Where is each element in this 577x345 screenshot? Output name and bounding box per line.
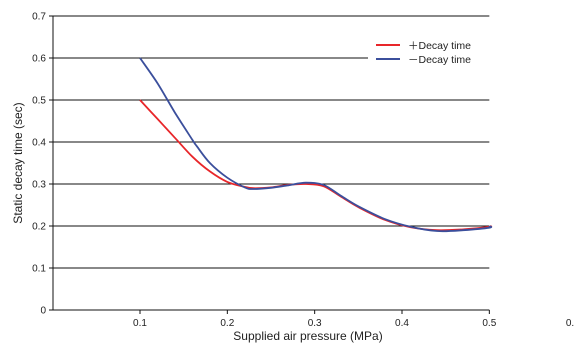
x-tick-label-3: 0.4 [395,318,409,329]
series-line-0 [139,99,493,232]
y-tick-label-0.3: 0.3 [32,180,46,191]
x-tick-label-5: 0. [566,318,574,329]
x-tick-label-1: 0.2 [220,318,234,329]
grid-lines [53,15,490,269]
x-axis-label: Supplied air pressure (MPa) [233,329,382,343]
y-tick-label-0.4: 0.4 [32,138,46,149]
y-tick-label-0.6: 0.6 [32,54,46,65]
legend: ＋Decay time －Decay time [368,38,508,68]
y-tick-label-0.2: 0.2 [32,222,46,233]
y-tick-label-0: 0 [40,306,46,317]
x-tick-label-4: 0.5 [482,318,496,329]
y-tick-label-0.1: 0.1 [32,264,46,275]
legend-label-plus-decay-time: ＋Decay time [408,40,471,52]
y-tick-label-0.7: 0.7 [32,12,46,23]
x-tick-label-2: 0.3 [308,318,322,329]
y-tick-label-0.5: 0.5 [32,96,46,107]
tick-labels: 0 0.1 0.2 0.3 0.4 0.5 0.6 0.7 0.1 0.2 0.3 0.4 0.5 0. [32,12,574,330]
legend-label-minus-decay-time: －Decay time [408,54,471,66]
x-tick-label-0: 0.1 [133,318,147,329]
series-line-1 [139,57,493,233]
legend-background [368,38,508,68]
axes [52,16,490,311]
series-lines [139,57,493,233]
y-axis-label: Static decay time (sec) [11,102,25,223]
